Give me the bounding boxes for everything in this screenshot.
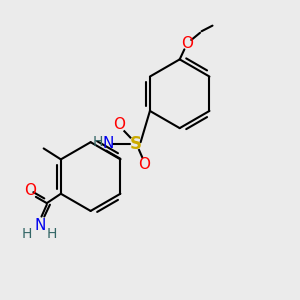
- Text: H: H: [21, 227, 32, 242]
- Text: S: S: [130, 135, 142, 153]
- Text: H: H: [93, 136, 103, 149]
- Text: N: N: [35, 218, 46, 232]
- Text: N: N: [102, 136, 113, 151]
- Text: O: O: [113, 118, 125, 133]
- Text: H: H: [46, 227, 57, 242]
- Text: O: O: [182, 36, 194, 51]
- Text: O: O: [24, 183, 36, 198]
- Text: O: O: [138, 157, 150, 172]
